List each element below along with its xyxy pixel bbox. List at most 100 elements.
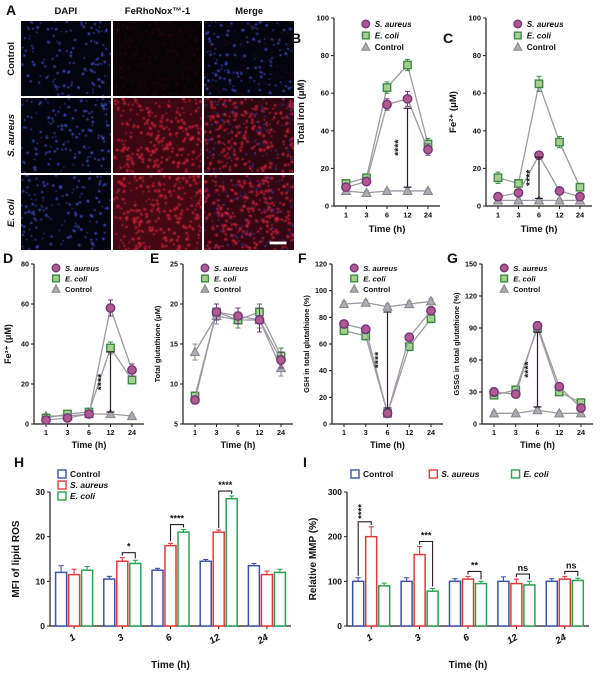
series-s-aureus	[41, 299, 137, 425]
panel-d: 0 20 40 60 80 1 3 6 12 24 Time (h) Fe³⁺ (μM) **** S. …	[0, 254, 150, 464]
column-header-dapi: DAPI	[54, 6, 78, 17]
svg-text:0: 0	[477, 202, 481, 211]
svg-text:1: 1	[496, 211, 500, 220]
svg-text:20: 20	[21, 380, 29, 389]
svg-text:60: 60	[319, 340, 327, 349]
svg-text:Control: Control	[375, 43, 404, 52]
svg-text:1: 1	[342, 428, 346, 437]
svg-text:120: 120	[315, 260, 327, 269]
svg-text:1: 1	[68, 632, 78, 644]
row-label-ecoli-text: E. coli	[6, 198, 17, 227]
series-control	[488, 404, 587, 418]
micrograph-ecoli-dapi	[21, 175, 111, 250]
svg-text:****: ****	[218, 480, 233, 490]
svg-text:24: 24	[277, 428, 285, 437]
significance-bracket: ns	[515, 563, 530, 580]
svg-text:10: 10	[170, 380, 178, 389]
svg-text:3: 3	[516, 211, 520, 220]
svg-text:300: 300	[328, 487, 342, 497]
significance-marker: ****	[373, 311, 392, 409]
svg-text:24: 24	[576, 211, 585, 220]
micrograph-ecoli-ferhonox	[112, 175, 203, 250]
svg-text:0: 0	[337, 621, 342, 631]
svg-text:*: *	[127, 542, 131, 552]
svg-text:0: 0	[40, 621, 45, 631]
svg-text:1: 1	[365, 632, 375, 644]
chart-I: 0 100 200 300 1 3 6 12 24 Time (h) Relative MMP (%…	[308, 469, 589, 671]
svg-text:ns: ns	[518, 563, 529, 573]
svg-text:1: 1	[193, 428, 197, 437]
bar-series-e-coli	[80, 495, 287, 627]
significance-bracket: ***	[419, 530, 434, 587]
svg-text:Fe²⁺ (μM): Fe²⁺ (μM)	[448, 91, 459, 133]
svg-text:Control: Control	[70, 469, 100, 479]
svg-text:0: 0	[473, 420, 477, 429]
axes: 5 10 15 20 25 1 3 6 12 24 Time (h) Total glutathion…	[153, 260, 293, 450]
column-header-ferhonox: FeRhoNox™-1	[124, 6, 191, 17]
axes: 0 20 40 60 80 100 120 1 3 6 12 24 Time (h) GSH in tot…	[302, 260, 443, 450]
svg-text:80: 80	[473, 51, 481, 60]
significance-marker: ****	[393, 107, 412, 188]
svg-text:3: 3	[364, 428, 368, 437]
bar-series-e-coli	[377, 577, 585, 627]
svg-text:S. aureus: S. aureus	[513, 264, 547, 273]
axes: 0 100 200 300 1 3 6 12 24 Time (h) Relative MMP (%…	[308, 487, 589, 671]
svg-text:24: 24	[255, 632, 271, 648]
chart-C: 0 20 40 60 80 100 1 3 6 12 24 Time (h) Fe²⁺ (μM) ****…	[448, 14, 592, 235]
svg-text:24: 24	[553, 632, 569, 648]
svg-text:20: 20	[170, 300, 178, 309]
svg-text:3: 3	[364, 211, 368, 220]
micrograph-saureus-dapi	[21, 98, 111, 173]
svg-text:120: 120	[465, 292, 477, 301]
svg-text:12: 12	[555, 211, 563, 220]
panel-g: 0 30 60 90 120 150 1 3 6 12 24 Time (h) GSSG in tota…	[448, 254, 599, 464]
svg-text:Time (h): Time (h)	[370, 440, 405, 450]
svg-text:Control: Control	[65, 285, 92, 294]
row-label-saureus: S. aureus	[4, 98, 19, 173]
svg-text:12: 12	[403, 211, 411, 220]
significance-marker: ****	[524, 156, 543, 200]
panel-f-label: F	[298, 250, 307, 266]
svg-text:Time (h): Time (h)	[520, 440, 555, 450]
svg-text:90: 90	[469, 324, 477, 333]
axes: 0 20 40 60 80 1 3 6 12 24 Time (h) Fe³⁺ (μM)	[3, 260, 144, 450]
svg-text:S. aureus: S. aureus	[214, 264, 248, 273]
svg-text:S. aureus: S. aureus	[375, 20, 412, 29]
svg-text:1: 1	[344, 211, 348, 220]
svg-text:3: 3	[116, 632, 127, 645]
axes: 0 30 60 90 120 150 1 3 6 12 24 Time (h) GSSG in tota…	[452, 260, 593, 450]
bar-series-s-aureus	[67, 529, 274, 627]
column-header-merge: Merge	[235, 6, 264, 17]
svg-text:Time (h): Time (h)	[221, 440, 256, 450]
svg-text:60: 60	[473, 89, 481, 98]
svg-text:S. aureus: S. aureus	[441, 469, 480, 479]
svg-text:GSSG in total glutathione (%): GSSG in total glutathione (%)	[452, 292, 461, 396]
bar-series-control	[351, 576, 559, 627]
svg-text:12: 12	[405, 428, 413, 437]
svg-text:Time (h): Time (h)	[151, 660, 190, 671]
svg-text:E. coli: E. coli	[65, 274, 88, 283]
panel-b-label: B	[291, 30, 302, 46]
panel-i: 0 100 200 300 1 3 6 12 24 Time (h) Relative MMP (%…	[303, 462, 597, 674]
svg-text:E. coli: E. coli	[524, 469, 550, 479]
row-label-control: Control	[4, 21, 19, 96]
series-control	[338, 295, 437, 311]
micrograph-control-ferhonox	[112, 21, 203, 96]
svg-text:5: 5	[174, 420, 178, 429]
svg-text:****: ****	[523, 361, 535, 378]
svg-text:40: 40	[319, 366, 327, 375]
panel-h: 0 10 20 30 1 3 6 12 24 Time (h) MFI of lipid ROS * *…	[6, 462, 299, 674]
svg-text:6: 6	[461, 632, 472, 645]
svg-text:Fe³⁺ (μM): Fe³⁺ (μM)	[3, 324, 13, 364]
svg-text:100: 100	[468, 14, 481, 23]
bar-series-control	[54, 558, 261, 627]
svg-text:24: 24	[577, 428, 585, 437]
significance-bracket: *	[121, 542, 136, 559]
svg-text:25: 25	[170, 260, 178, 269]
svg-text:6: 6	[536, 428, 540, 437]
svg-text:Control: Control	[513, 285, 540, 294]
series-control	[340, 185, 434, 197]
